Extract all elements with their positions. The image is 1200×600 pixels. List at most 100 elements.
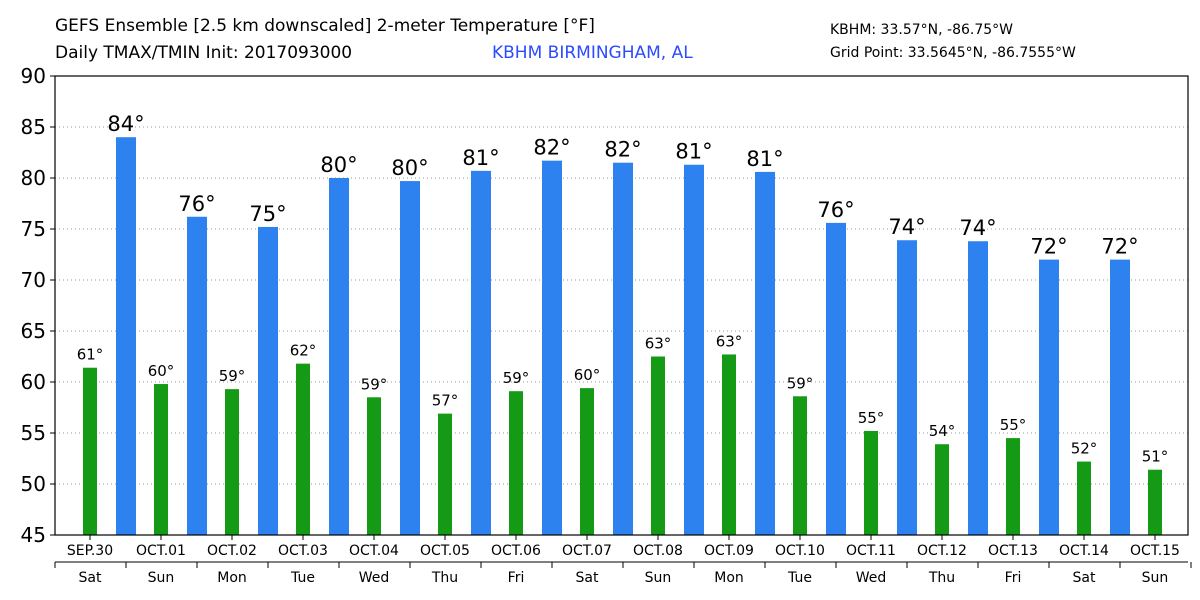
tmax-bar [897, 240, 917, 535]
tmin-bar [580, 388, 594, 535]
date-label: OCT.08 [633, 543, 683, 559]
tmax-label: 80° [391, 156, 428, 180]
weekday-label: Mon [217, 570, 247, 586]
date-label: OCT.07 [562, 543, 612, 559]
tmax-bar [684, 164, 704, 536]
tmin-label: 60° [574, 366, 601, 384]
tmin-bar [1006, 438, 1020, 535]
weekday-label: Sat [1073, 570, 1096, 586]
tmax-bar [116, 137, 136, 535]
tmin-label: 54° [929, 422, 956, 440]
tmax-label: 74° [888, 215, 925, 239]
date-label: SEP.30 [67, 543, 113, 559]
tmax-label: 81° [675, 140, 712, 164]
plot-frame [54, 75, 1189, 536]
tmin-label: 60° [148, 362, 175, 380]
y-tick-label: 85 [21, 115, 46, 139]
tmax-label: 80° [320, 153, 357, 177]
y-tick-label: 60 [21, 370, 46, 394]
tmax-label: 81° [462, 146, 499, 170]
tmax-bar [329, 178, 349, 535]
tmin-label: 52° [1071, 440, 1098, 458]
tmax-label: 72° [1101, 235, 1138, 259]
weekday-label: Sun [645, 570, 672, 586]
tmax-bar [1110, 259, 1130, 535]
station-coordinates: KBHM: 33.57°N, -86.75°W [830, 22, 1013, 38]
tmin-bar [1077, 461, 1091, 535]
tmax-bar [826, 222, 846, 535]
tmax-bar [613, 162, 633, 535]
tmin-bar [367, 397, 381, 535]
tmax-label: 75° [249, 202, 286, 226]
weekday-label: Thu [928, 570, 955, 586]
date-label: OCT.06 [491, 543, 541, 559]
tmax-bar [542, 160, 562, 535]
tmax-label: 74° [959, 216, 996, 240]
tmax-bar [258, 226, 278, 535]
tmax-label: 76° [817, 198, 854, 222]
tmin-bar [296, 363, 310, 535]
y-tick-label: 65 [21, 319, 46, 343]
weekday-label: Sat [79, 570, 102, 586]
tmin-label: 55° [1000, 416, 1027, 434]
y-tick-label: 70 [21, 268, 46, 292]
tmin-bar [225, 389, 239, 535]
tmin-label: 55° [858, 409, 885, 427]
date-label: OCT.12 [917, 543, 967, 559]
weekday-label: Wed [856, 570, 887, 586]
date-label: OCT.04 [349, 543, 399, 559]
tmin-label: 57° [432, 392, 459, 410]
date-label: OCT.14 [1059, 543, 1109, 559]
weekday-label: Fri [1005, 570, 1022, 586]
tmin-bar [509, 391, 523, 535]
date-label: OCT.15 [1130, 543, 1180, 559]
tmin-bar [722, 354, 736, 535]
y-tick-label: 50 [21, 472, 46, 496]
y-tick-label: 55 [21, 421, 46, 445]
tmin-bar [651, 356, 665, 535]
weekday-label: Sun [1142, 570, 1169, 586]
date-label: OCT.10 [775, 543, 825, 559]
tmin-bar [864, 430, 878, 535]
date-label: OCT.02 [207, 543, 257, 559]
tmax-bar [968, 241, 988, 536]
tmin-bar [83, 367, 97, 535]
tmin-label: 61° [77, 346, 104, 364]
y-tick-label: 80 [21, 166, 46, 190]
tmax-label: 82° [604, 138, 641, 162]
weekday-label: Thu [431, 570, 458, 586]
weekday-label: Wed [359, 570, 390, 586]
tmin-bar [793, 396, 807, 535]
tmin-bar [438, 413, 452, 535]
init-time-label: Daily TMAX/TMIN Init: 2017093000 [55, 43, 353, 63]
date-label: OCT.09 [704, 543, 754, 559]
chart-title: GEFS Ensemble [2.5 km downscaled] 2-mete… [55, 16, 595, 36]
tmax-label: 76° [178, 192, 215, 216]
weekday-label: Tue [787, 570, 812, 586]
tmax-bar [755, 171, 775, 535]
weekday-label: Tue [290, 570, 315, 586]
tmax-label: 84° [107, 112, 144, 136]
tmin-bar [935, 444, 949, 535]
tmax-bar [187, 216, 207, 535]
y-tick-label: 45 [21, 523, 46, 547]
tmin-bar [154, 384, 168, 535]
tmax-label: 81° [746, 147, 783, 171]
tmax-label: 72° [1030, 235, 1067, 259]
tmax-bar [400, 181, 420, 535]
weekday-label: Mon [714, 570, 744, 586]
tmin-bar [1148, 469, 1162, 535]
date-label: OCT.01 [136, 543, 186, 559]
tmin-label: 59° [503, 369, 530, 387]
tmin-label: 63° [645, 335, 672, 353]
weekday-label: Sun [148, 570, 175, 586]
tmax-label: 82° [533, 136, 570, 160]
grid-point-coordinates: Grid Point: 33.5645°N, -86.7555°W [830, 45, 1076, 61]
tmin-label: 62° [290, 342, 317, 360]
station-name: KBHM BIRMINGHAM, AL [492, 43, 693, 63]
date-label: OCT.03 [278, 543, 328, 559]
date-label: OCT.05 [420, 543, 470, 559]
date-label: OCT.11 [846, 543, 896, 559]
tmin-label: 59° [219, 367, 246, 385]
